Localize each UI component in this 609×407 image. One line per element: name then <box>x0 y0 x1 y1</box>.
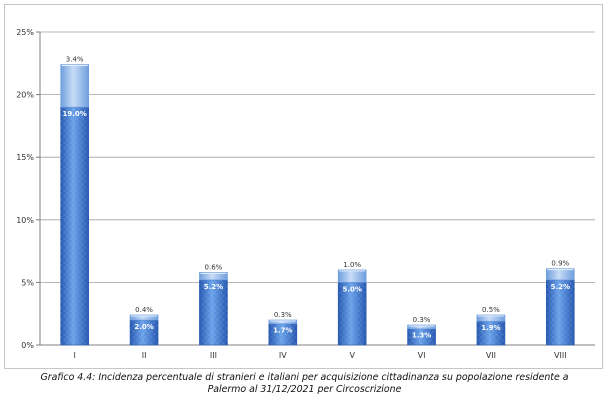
bar-base-texture-III <box>199 279 228 345</box>
x-tick-label-I: I <box>74 351 76 360</box>
caption-line-2: Palermo al 31/12/2021 per Circoscrizione <box>207 384 402 395</box>
bar-base-texture-I <box>60 107 89 346</box>
value-label-base-IV: 1.7% <box>273 327 292 335</box>
chart-frame <box>4 4 603 369</box>
value-label-base-I: 19.0% <box>63 110 87 118</box>
value-label-base-VI: 1.3% <box>412 332 431 340</box>
value-label-top-I: 3.4% <box>66 56 84 64</box>
x-tick-label-III: III <box>210 351 217 360</box>
x-tick-label-VIII: VIII <box>554 351 567 360</box>
bar-top-VI <box>407 324 436 330</box>
value-label-base-III: 5.2% <box>204 283 223 291</box>
y-tick-label-4: 20% <box>16 91 34 100</box>
y-tick-label-3: 15% <box>16 153 34 162</box>
value-label-top-II: 0.4% <box>135 306 153 314</box>
bar-top-IV <box>268 319 298 325</box>
x-tick-label-II: II <box>142 351 147 360</box>
value-label-base-V: 5.0% <box>342 285 361 293</box>
bar-base-texture-IV <box>268 323 297 345</box>
bar-top-V <box>337 269 367 283</box>
y-tick-label-1: 5% <box>21 278 34 287</box>
bar-top-VIII <box>546 268 575 281</box>
value-label-base-VIII: 5.2% <box>551 283 570 291</box>
y-tick-label-0: 0% <box>21 341 34 350</box>
value-label-top-V: 1.0% <box>343 261 361 269</box>
bar-base-texture-VIII <box>546 279 575 345</box>
bar-top-III <box>199 272 228 281</box>
x-tick-label-IV: IV <box>279 351 287 360</box>
value-label-top-VIII: 0.9% <box>551 260 569 268</box>
bar-base-texture-V <box>338 282 367 345</box>
caption-line-1: Grafico 4.4: Incidenza percentuale di st… <box>40 372 569 383</box>
y-axis-ticks: 0% 5% 10% 15% 20% 25% <box>16 28 41 350</box>
value-label-top-III: 0.6% <box>205 263 223 271</box>
y-tick-label-5: 25% <box>16 28 34 37</box>
bars: 3.4% 19.0% 0.4% 2.0% 0.6% 5.2% 0.3% 1.7% 1.0% 5.0… <box>60 56 575 346</box>
bar-top-I <box>60 64 89 108</box>
bar-chart: 0% 5% 10% 15% 20% 25% 3.4% 19.0% 0.4% 2.0% 0.6% 5.… <box>16 28 595 360</box>
value-label-top-IV: 0.3% <box>274 311 292 319</box>
bar-base-texture-VI <box>407 328 436 345</box>
figure-caption: Grafico 4.4: Incidenza percentuale di st… <box>0 372 609 396</box>
bar-top-II <box>129 314 159 321</box>
bar-base-texture-II <box>130 319 159 345</box>
bar-base-texture-VII <box>476 321 505 345</box>
x-tick-label-V: V <box>349 351 355 360</box>
value-label-top-VII: 0.5% <box>482 306 500 314</box>
gridlines <box>40 31 595 346</box>
y-tick-label-2: 10% <box>16 216 34 225</box>
value-label-base-VII: 1.9% <box>481 324 500 332</box>
value-label-base-II: 2.0% <box>134 323 153 331</box>
x-axis-labels: I II III IV V VI VII VIII <box>74 351 567 360</box>
bar-top-VII <box>476 314 506 322</box>
value-label-top-VI: 0.3% <box>413 316 431 324</box>
x-tick-label-VI: VI <box>418 351 426 360</box>
x-tick-label-VII: VII <box>486 351 496 360</box>
